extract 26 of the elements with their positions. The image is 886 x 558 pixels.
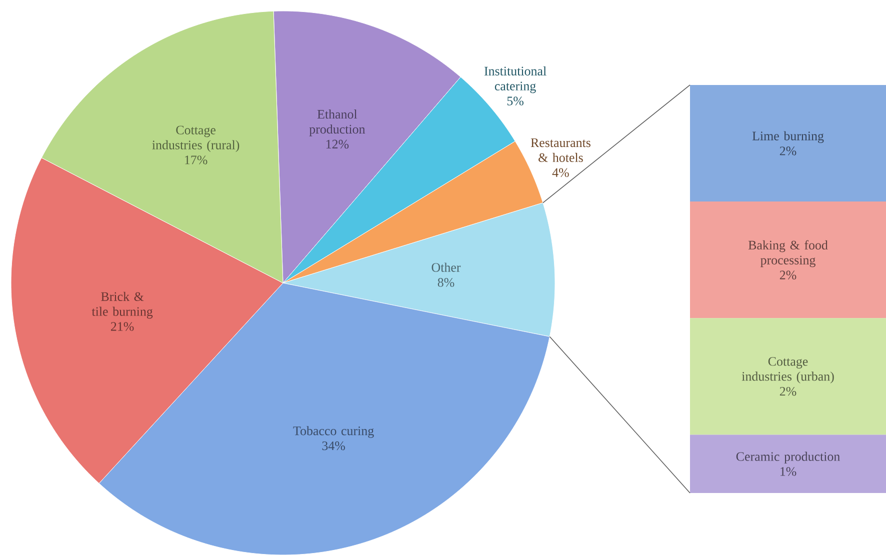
data-label: 1%: [780, 467, 796, 476]
slice-label: Tobacco curing: [293, 426, 374, 438]
data-label: 34%: [322, 441, 345, 450]
series-label: Cottage industries (urban): [742, 357, 834, 384]
data-label: 4%: [552, 168, 569, 178]
slice-label: Institutional catering: [484, 66, 546, 94]
slice-label: Ethanol production: [309, 110, 366, 136]
data-label: 2%: [780, 146, 796, 156]
slice-label: Other: [432, 262, 461, 272]
series-label: Ceramic production: [736, 452, 840, 464]
data-label: 8%: [438, 278, 454, 287]
slice-label: Cottage industries (rural): [152, 126, 240, 152]
data-label: 21%: [110, 322, 134, 331]
data-label: 17%: [185, 156, 208, 164]
series-label: Baking & food processing: [748, 240, 828, 268]
slice-label: Brick & tile burning: [92, 292, 153, 319]
bar: [690, 318, 886, 435]
data-label: 2%: [780, 386, 796, 396]
series-label: Lime burning: [752, 131, 824, 144]
bar: [690, 434, 886, 493]
bar: [690, 202, 886, 318]
data-label: 2%: [780, 270, 796, 280]
bar: [690, 84, 886, 202]
data-label: 12%: [326, 140, 349, 149]
slice-label: Restaurants & hotels: [530, 138, 590, 162]
data-label: 5%: [507, 96, 524, 106]
